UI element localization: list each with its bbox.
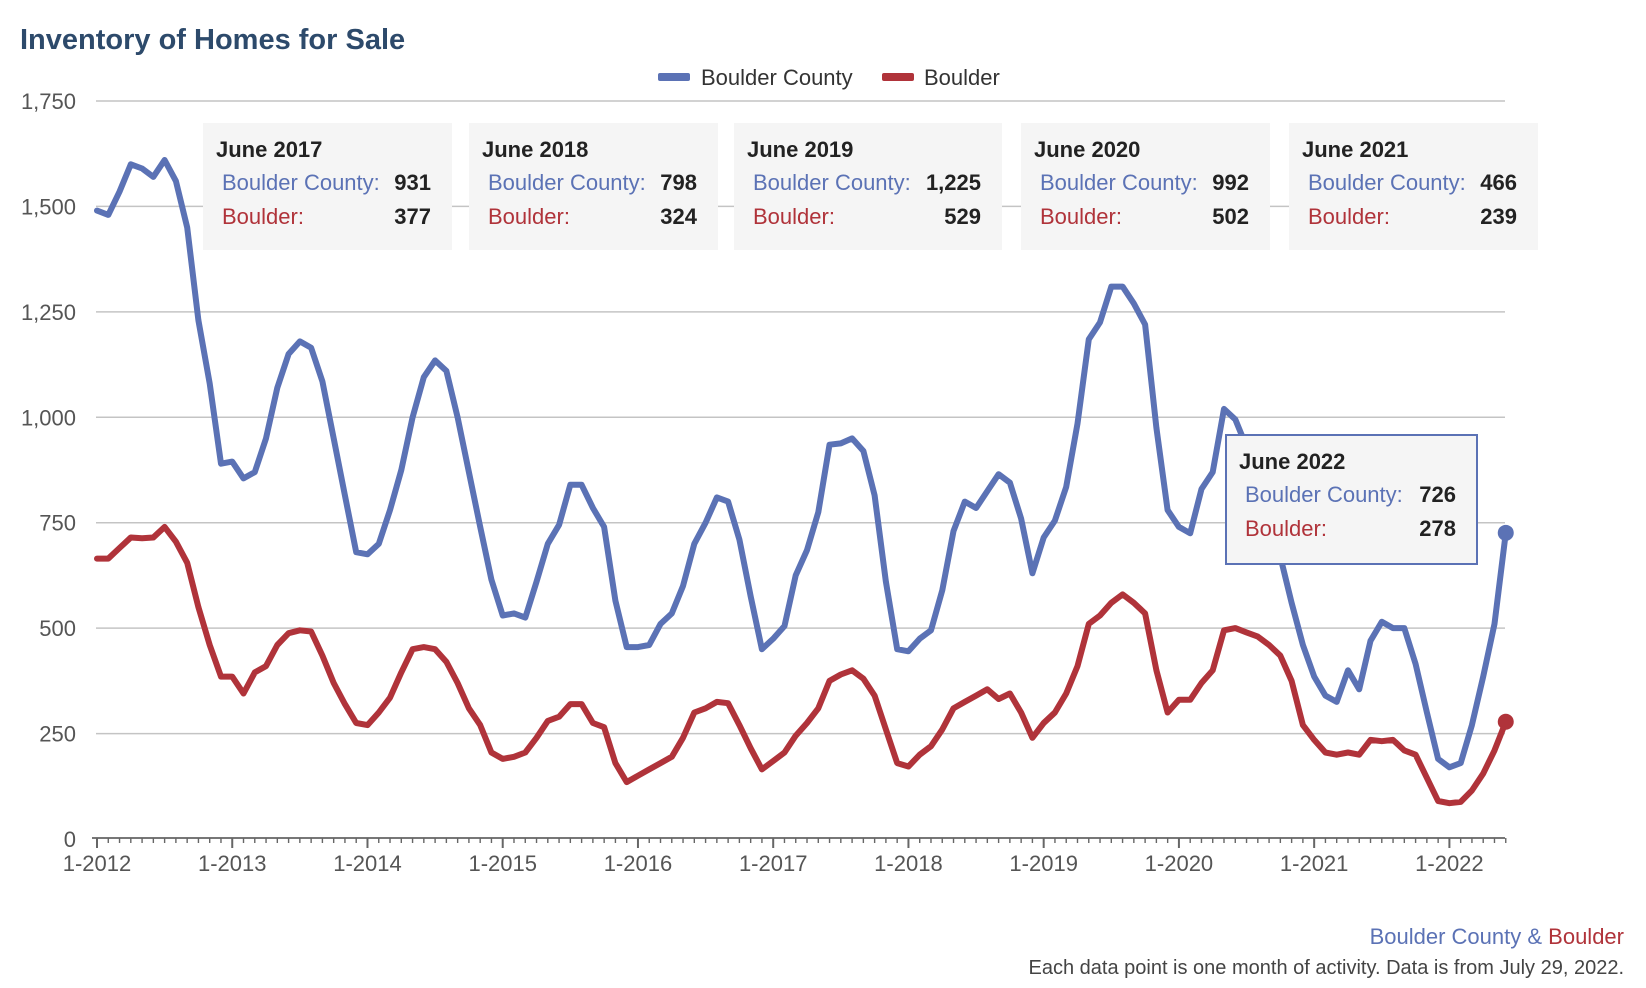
annotation-value-boulder: 377 — [394, 204, 431, 229]
footer-source-separator: & — [1521, 924, 1548, 949]
annotation-background — [1021, 123, 1270, 250]
y-tick-label: 750 — [39, 511, 76, 536]
annotation-value-boulder: 324 — [660, 204, 697, 229]
annotation-label-boulder: Boulder: — [753, 204, 835, 229]
annotation-background — [1225, 434, 1478, 565]
annotation-value-boulder-county: 1,225 — [926, 170, 981, 195]
x-tick-label: 1-2022 — [1415, 851, 1484, 876]
end-point-boulder — [1497, 713, 1514, 730]
annotation-label-boulder: Boulder: — [488, 204, 570, 229]
annotation-background — [203, 123, 452, 250]
annotation-box: June 2018 Boulder County: 798 Boulder: 324 — [469, 123, 718, 250]
annotation-box: June 2017 Boulder County: 931 Boulder: 377 — [203, 123, 452, 250]
annotation-label-boulder: Boulder: — [1245, 516, 1327, 541]
annotation-label-boulder-county: Boulder County: — [488, 170, 646, 195]
footer-note: Each data point is one month of activity… — [1029, 957, 1625, 979]
y-tick-label: 1,500 — [21, 194, 76, 219]
x-tick-label: 1-2012 — [63, 851, 132, 876]
annotation-value-boulder-county: 931 — [394, 170, 431, 195]
annotation-label-boulder-county: Boulder County: — [753, 170, 911, 195]
annotation-label-boulder-county: Boulder County: — [1040, 170, 1198, 195]
x-tick-label: 1-2016 — [604, 851, 673, 876]
x-tick-label: 1-2021 — [1280, 851, 1349, 876]
x-tick-label: 1-2015 — [468, 851, 537, 876]
annotation-title: June 2017 — [216, 137, 322, 162]
annotation-value-boulder: 239 — [1480, 204, 1517, 229]
annotation-label-boulder: Boulder: — [1040, 204, 1122, 229]
annotation-label-boulder-county: Boulder County: — [1245, 482, 1403, 507]
footer-source-b: Boulder — [1548, 924, 1624, 949]
annotation-value-boulder-county: 992 — [1212, 170, 1249, 195]
y-tick-label: 500 — [39, 616, 76, 641]
annotation-value-boulder: 278 — [1419, 516, 1456, 541]
x-tick-label: 1-2018 — [874, 851, 943, 876]
end-point-boulder-county — [1497, 524, 1514, 541]
footer-source: Boulder County & Boulder — [1370, 924, 1624, 949]
annotation-value-boulder: 529 — [944, 204, 981, 229]
annotation-value-boulder: 502 — [1212, 204, 1249, 229]
y-tick-label: 250 — [39, 722, 76, 747]
legend-swatch-boulder — [882, 73, 914, 81]
annotation-background — [1289, 123, 1538, 250]
x-tick-label: 1-2013 — [198, 851, 267, 876]
annotation-value-boulder-county: 726 — [1419, 482, 1456, 507]
series-line-boulder — [94, 523, 1509, 807]
annotation-background — [469, 123, 718, 250]
annotation-box: June 2020 Boulder County: 992 Boulder: 502 — [1021, 123, 1270, 250]
annotation-title: June 2022 — [1239, 449, 1345, 474]
chart-title: Inventory of Homes for Sale — [20, 24, 405, 56]
annotation-value-boulder-county: 798 — [660, 170, 697, 195]
x-tick-label: 1-2014 — [333, 851, 402, 876]
annotation-label-boulder-county: Boulder County: — [1308, 170, 1466, 195]
annotation-title: June 2020 — [1034, 137, 1140, 162]
legend: Boulder County Boulder — [658, 65, 1000, 90]
y-tick-label: 1,250 — [21, 300, 76, 325]
annotation-box: June 2021 Boulder County: 466 Boulder: 239 — [1289, 123, 1538, 250]
annotation-title: June 2021 — [1302, 137, 1408, 162]
x-tick-label: 1-2020 — [1145, 851, 1214, 876]
annotation-label-boulder: Boulder: — [222, 204, 304, 229]
legend-item-boulder[interactable]: Boulder — [882, 65, 1000, 90]
footer-source-a: Boulder County — [1370, 924, 1522, 949]
annotation-title: June 2018 — [482, 137, 588, 162]
footer: Boulder County & Boulder Each data point… — [1029, 924, 1625, 979]
y-axis: 0 250 500 750 1,000 1,250 1,500 1,750 — [21, 89, 76, 852]
x-tick-label: 1-2019 — [1009, 851, 1078, 876]
annotation-label-boulder-county: Boulder County: — [222, 170, 380, 195]
annotation-box: June 2019 Boulder County: 1,225 Boulder: 529 — [734, 123, 1002, 250]
legend-label-boulder-county: Boulder County — [701, 65, 853, 90]
annotation-label-boulder: Boulder: — [1308, 204, 1390, 229]
annotation-title: June 2019 — [747, 137, 853, 162]
y-tick-label: 0 — [64, 827, 76, 852]
annotation-value-boulder-county: 466 — [1480, 170, 1517, 195]
x-axis: 1-2012 1-2013 1-2014 1-2015 1-2016 1-2017 1-20… — [63, 837, 1507, 876]
legend-label-boulder: Boulder — [924, 65, 1000, 90]
legend-item-boulder-county[interactable]: Boulder County — [658, 65, 853, 90]
x-tick-label: 1-2017 — [739, 851, 808, 876]
y-tick-label: 1,000 — [21, 405, 76, 430]
annotation-background — [734, 123, 1002, 250]
legend-swatch-boulder-county — [658, 73, 690, 81]
y-tick-label: 1,750 — [21, 89, 76, 114]
annotation-box: June 2022 Boulder County: 726 Boulder: 278 — [1225, 434, 1478, 565]
